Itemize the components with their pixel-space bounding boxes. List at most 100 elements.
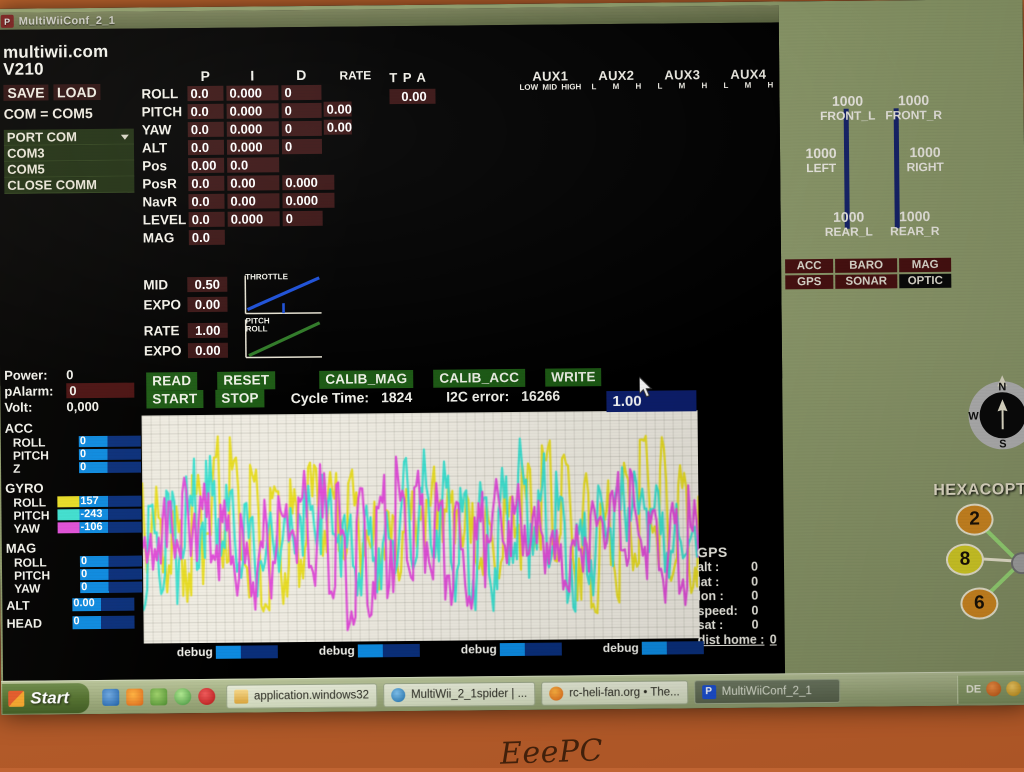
pid-pos-i[interactable]: 0.0 (227, 157, 279, 172)
aux2-col-m: M (613, 82, 620, 91)
expo-value-mid[interactable]: 0.50 (187, 276, 227, 291)
sensor-flag-baro[interactable]: BARO (835, 258, 897, 273)
sensor-flag-mag[interactable]: MAG (899, 258, 951, 272)
processing-icon: P (1, 15, 14, 28)
rate-pitch[interactable]: 0.00 (324, 102, 352, 117)
pid-pitch-d[interactable]: 0 (282, 102, 322, 117)
sensor-flag-optic[interactable]: OPTIC (899, 274, 951, 288)
pid-yaw-i[interactable]: 0.000 (227, 121, 279, 136)
tray-shield-icon[interactable] (1006, 681, 1021, 696)
pid-label-yaw: YAW (142, 122, 188, 137)
sensor-flag-gps[interactable]: GPS (785, 275, 833, 289)
pid-roll-i[interactable]: 0.000 (226, 85, 278, 100)
pid-level-i[interactable]: 0.000 (228, 211, 280, 226)
alt-value: 0.00 (73, 597, 95, 609)
gps-key-lat: lat : (697, 574, 751, 589)
palarm-value[interactable]: 0 (66, 382, 134, 398)
expo-value-expo1[interactable]: 0.00 (187, 296, 227, 311)
port-option-com3[interactable]: COM3 (4, 144, 134, 161)
gps-key-dist-home: dist home : (698, 632, 770, 647)
pid-posr-p[interactable]: 0.0 (188, 175, 224, 190)
expo-block: MID 0.50 EXPO 0.00 RATE 1.00 (143, 274, 228, 361)
pid-navr-p[interactable]: 0.0 (188, 193, 224, 208)
taskbar-item-application-windows32[interactable]: application.windows32 (226, 683, 377, 708)
pid-posr-d[interactable]: 0.000 (282, 174, 334, 189)
pid-yaw-d[interactable]: 0 (282, 120, 322, 135)
close-comm-button[interactable]: CLOSE COMM (4, 176, 134, 193)
taskbar-item-rc-heli-fan[interactable]: rc-heli-fan.org • The... (541, 680, 688, 705)
telemetry-panel: Power: 0 pAlarm: 0 Volt: 0,000 ACC ROLL … (4, 366, 143, 631)
messenger-icon[interactable] (150, 688, 167, 705)
gps-row-sat: sat :0 (698, 617, 777, 632)
pid-col-p: P (187, 68, 223, 84)
wmp-icon[interactable] (174, 688, 191, 705)
pid-level-d[interactable]: 0 (283, 210, 323, 225)
pid-posr-i[interactable]: 0.00 (227, 175, 279, 190)
gyro-yaw-label: YAW (6, 521, 58, 535)
pid-pitch-p[interactable]: 0.0 (188, 103, 224, 118)
tpa-block: T P A 0.00 (389, 70, 438, 104)
expo-label-rate: RATE (144, 323, 188, 338)
expo-value-expo2[interactable]: 0.00 (188, 342, 228, 357)
start-button[interactable]: START (146, 390, 203, 409)
start-button-taskbar[interactable]: Start (2, 683, 89, 714)
pid-alt-i[interactable]: 0.000 (227, 139, 279, 154)
pid-alt-d[interactable]: 0 (282, 138, 322, 153)
aux1-col-low: LOW (519, 83, 538, 92)
tray-back-icon[interactable] (986, 681, 1001, 696)
taskbar-item-multiwii-spider[interactable]: MultiWii_2_1spider | ... (383, 681, 535, 706)
expo-value-rate[interactable]: 1.00 (188, 322, 228, 337)
pid-roll-p[interactable]: 0.0 (187, 85, 223, 100)
pid-pos-p[interactable]: 0.00 (188, 157, 224, 172)
brand-site: multiwii.com (3, 42, 109, 62)
throttle-curve-label: THROTTLE (245, 273, 288, 281)
opera-icon[interactable] (198, 688, 215, 705)
power-row: Power: 0 (4, 366, 140, 383)
sensor-graph[interactable]: 1.00 (142, 410, 700, 643)
pid-yaw-p[interactable]: 0.0 (188, 121, 224, 136)
pid-mag-p[interactable]: 0.0 (189, 229, 225, 244)
throttle-curve-graph[interactable]: THROTTLE (243, 273, 323, 318)
pid-alt-p[interactable]: 0.0 (188, 139, 224, 154)
port-option-com5[interactable]: COM5 (4, 160, 134, 177)
brand-version: V210 (3, 60, 139, 79)
sensor-flag-sonar[interactable]: SONAR (835, 274, 897, 289)
ie-icon[interactable] (102, 689, 119, 706)
tpa-value[interactable]: 0.00 (389, 89, 435, 104)
rate-yaw[interactable]: 0.00 (324, 120, 352, 135)
acc-roll-meter: 0 (79, 436, 141, 448)
pid-label-mag: MAG (143, 230, 189, 245)
motor-right-label: RIGHT (890, 160, 960, 175)
motor-node-6: 6 (960, 587, 998, 619)
acc-z-swatch (57, 462, 79, 473)
sensor-flag-acc[interactable]: ACC (785, 259, 833, 273)
stop-button[interactable]: STOP (215, 389, 264, 407)
debug-1-label: debug (316, 643, 358, 657)
save-button[interactable]: SAVE (3, 84, 48, 100)
pid-roll-d[interactable]: 0 (281, 84, 321, 99)
taskbar-item-multiwiiconf[interactable]: P MultiWiiConf_2_1 (694, 678, 840, 703)
debug-3-meter (642, 641, 704, 655)
pitchroll-curve-graph[interactable]: PITCH ROLL (244, 317, 324, 362)
pid-row-navr: NavR 0.0 0.00 0.000 (142, 190, 378, 210)
pid-col-i: I (226, 67, 278, 83)
motor-node-2: 2 (955, 503, 993, 535)
port-selector[interactable]: PORT COM COM3 COM5 CLOSE COMM (4, 128, 135, 193)
graph-canvas[interactable] (142, 410, 700, 643)
motor-front-l-value: 1000 (811, 92, 883, 109)
aux4-col-l: L (723, 81, 728, 90)
load-button[interactable]: LOAD (53, 84, 101, 100)
gps-value-speed: 0 (751, 603, 758, 618)
port-dropdown-header[interactable]: PORT COM (4, 128, 134, 145)
pid-pitch-i[interactable]: 0.000 (227, 103, 279, 118)
pid-navr-i[interactable]: 0.00 (227, 193, 279, 208)
pid-navr-d[interactable]: 0.000 (282, 192, 334, 207)
tray-language-indicator[interactable]: DE (966, 683, 981, 695)
expo-row-expo2: EXPO 0.00 (144, 340, 228, 361)
svg-text:S: S (999, 438, 1006, 450)
firefox-icon[interactable] (126, 689, 143, 706)
gps-value-dist-home: 0 (770, 632, 777, 647)
pid-level-p[interactable]: 0.0 (189, 211, 225, 226)
mag-roll-value: 0 (81, 555, 87, 567)
expo-label-expo1: EXPO (143, 297, 187, 312)
